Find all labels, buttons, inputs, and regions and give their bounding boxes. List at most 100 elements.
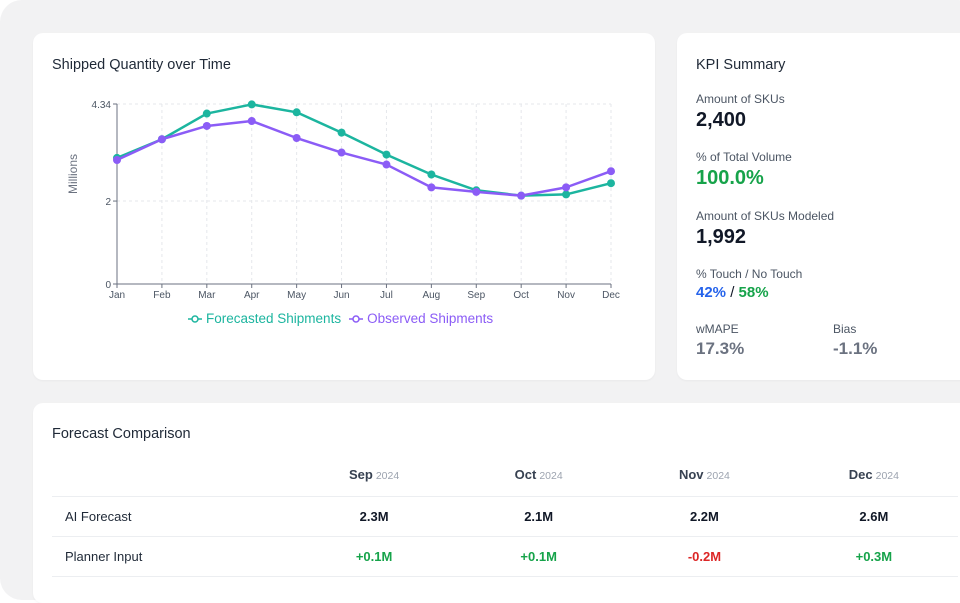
- line-chart: 0 2 4.34 Jan Feb Mar Apr May Jun Jul Aug Sep Oct Nov D…: [66, 100, 620, 301]
- x-tick-label: Jul: [380, 290, 393, 301]
- data-point: [382, 150, 391, 159]
- chart-card: Shipped Quantity over Time 0 2 4.34 Jan Feb M…: [33, 33, 655, 380]
- x-tick-label: Dec: [602, 290, 620, 301]
- kpi-value: 1,992: [696, 226, 747, 248]
- touch-value: 42%: [696, 284, 727, 301]
- data-point: [113, 155, 121, 164]
- column-header: Sep 2024: [290, 453, 459, 497]
- kpi-bias: Bias -1.1%: [833, 322, 877, 359]
- data-point: [427, 183, 436, 192]
- data-point: [517, 191, 526, 200]
- kpi-label: wMAPE: [696, 322, 739, 336]
- kpi-label: Bias: [833, 322, 857, 336]
- forecast-table: Sep 2024 Oct 2024 Nov 2024 Dec 2024 AI Forec…: [52, 453, 958, 577]
- x-tick-label: Sep: [467, 290, 485, 301]
- legend-item-forecasted[interactable]: Forecasted Shipments: [188, 311, 341, 326]
- x-tick-label: Apr: [244, 290, 260, 301]
- table-cell: 2.3M: [290, 496, 459, 537]
- table-row: AI Forecast 2.3M 2.1M 2.2M 2.6M: [52, 496, 958, 537]
- kpi-label: % of Total Volume: [696, 150, 792, 164]
- series-line-forecasted: [116, 103, 612, 197]
- data-point: [202, 121, 211, 130]
- kpi-modeled: Amount of SKUs Modeled 1,992: [696, 209, 834, 249]
- data-point: [337, 128, 346, 137]
- data-point: [292, 108, 301, 117]
- kpi-value: 100.0%: [696, 167, 764, 189]
- column-year: 2024: [375, 469, 400, 482]
- axes: 0 2 4.34 Jan Feb Mar Apr May Jun Jul Aug Sep Oct Nov D…: [66, 100, 620, 301]
- kpi-value: 17.3%: [696, 339, 745, 358]
- column-month: Dec: [848, 466, 873, 482]
- x-tick-label: May: [287, 290, 306, 301]
- data-point: [247, 117, 256, 126]
- data-point: [202, 109, 211, 118]
- series: [113, 100, 615, 200]
- data-point: [607, 167, 615, 176]
- column-month: Oct: [514, 466, 537, 482]
- column-header: Oct 2024: [458, 453, 620, 497]
- data-point: [427, 170, 436, 179]
- kpi-skus: Amount of SKUs 2,400: [696, 92, 785, 132]
- data-point: [472, 187, 481, 196]
- y-tick-label: 2: [105, 197, 111, 208]
- chart-legend: Forecasted Shipments Observed Shipments: [188, 311, 493, 326]
- column-year: 2024: [706, 469, 730, 482]
- y-axis-label: Millions: [66, 154, 80, 194]
- table-cell: -0.2M: [619, 536, 790, 577]
- row-label: Planner Input: [52, 536, 290, 577]
- data-point: [607, 179, 615, 188]
- table-header-row: Sep 2024 Oct 2024 Nov 2024 Dec 2024: [52, 453, 958, 497]
- kpi-value: 2,400: [696, 109, 747, 131]
- table-row: Planner Input +0.1M +0.1M -0.2M +0.3M: [52, 536, 958, 577]
- kpi-value: -1.1%: [833, 339, 878, 358]
- data-point: [247, 100, 256, 109]
- data-point: [382, 160, 391, 169]
- kpi-title: KPI Summary: [696, 57, 786, 73]
- data-point: [157, 135, 166, 144]
- data-point: [562, 183, 571, 192]
- column-month: Sep: [349, 466, 373, 482]
- table-header-empty: [52, 453, 290, 497]
- table-cell: +0.1M: [458, 536, 620, 577]
- table-cell: +0.3M: [789, 536, 958, 577]
- x-tick-label: Aug: [422, 290, 440, 301]
- legend-item-observed[interactable]: Observed Shipments: [349, 311, 493, 326]
- chart-title: Shipped Quantity over Time: [52, 57, 231, 73]
- legend-label: Forecasted Shipments: [206, 311, 342, 326]
- kpi-label: Amount of SKUs Modeled: [696, 209, 835, 223]
- column-year: 2024: [539, 469, 563, 482]
- legend-label: Observed Shipments: [367, 311, 494, 326]
- touch-separator: /: [730, 284, 735, 301]
- x-tick-label: Nov: [557, 290, 575, 301]
- table-cell: 2.2M: [619, 496, 790, 537]
- x-tick-label: Oct: [513, 290, 529, 301]
- column-month: Nov: [678, 466, 704, 482]
- series-line-observed: [116, 119, 612, 197]
- column-header: Nov 2024: [619, 453, 790, 497]
- x-tick-label: Jun: [333, 290, 349, 301]
- kpi-label: % Touch / No Touch: [696, 267, 803, 281]
- x-tick-label: Feb: [153, 290, 171, 301]
- legend-line-dot-icon: [188, 314, 202, 323]
- kpi-card: KPI Summary Amount of SKUs 2,400 % of To…: [677, 33, 960, 380]
- data-point: [562, 190, 571, 199]
- kpi-wmape: wMAPE 17.3%: [696, 322, 744, 359]
- table-cell: 2.1M: [458, 496, 620, 537]
- x-tick-label: Jan: [109, 290, 125, 301]
- forecast-comparison-card: Forecast Comparison Sep 2024 Oct 2024 Nov 2…: [33, 403, 960, 603]
- kpi-value: 42% / 58%: [696, 284, 802, 301]
- no-touch-value: 58%: [738, 284, 769, 301]
- kpi-label: Amount of SKUs: [696, 92, 785, 106]
- column-header: Dec 2024: [789, 453, 958, 497]
- legend-line-dot-icon: [349, 314, 364, 323]
- table-cell: 2.6M: [789, 496, 958, 537]
- data-point: [337, 148, 346, 157]
- data-point: [292, 134, 301, 143]
- table-cell: +0.1M: [290, 536, 459, 577]
- y-tick-label: 4.34: [92, 100, 112, 111]
- forecast-comparison-title: Forecast Comparison: [52, 426, 191, 442]
- kpi-volume: % of Total Volume 100.0%: [696, 150, 792, 190]
- column-year: 2024: [875, 469, 899, 482]
- y-tick-label: 0: [105, 280, 111, 291]
- x-tick-label: Mar: [198, 290, 216, 301]
